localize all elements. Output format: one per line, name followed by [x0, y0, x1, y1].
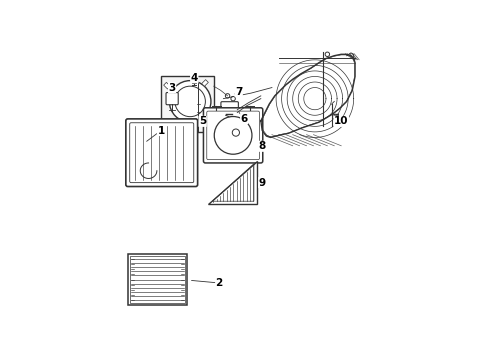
- Circle shape: [325, 52, 330, 57]
- Bar: [204, 118, 211, 124]
- Text: 1: 1: [157, 126, 165, 135]
- Text: 5: 5: [199, 116, 206, 126]
- Circle shape: [193, 79, 196, 83]
- Bar: [202, 80, 208, 86]
- Text: 4: 4: [191, 73, 198, 83]
- Circle shape: [231, 96, 235, 101]
- Circle shape: [170, 81, 211, 122]
- Bar: [167, 120, 173, 127]
- Text: 9: 9: [259, 177, 266, 188]
- Text: 6: 6: [241, 114, 248, 123]
- FancyBboxPatch shape: [221, 102, 238, 115]
- Circle shape: [225, 94, 230, 98]
- Text: 7: 7: [235, 87, 243, 97]
- FancyBboxPatch shape: [166, 93, 178, 105]
- Text: 10: 10: [334, 116, 348, 126]
- Bar: [161, 76, 214, 132]
- FancyBboxPatch shape: [203, 108, 263, 163]
- Bar: [164, 82, 171, 89]
- Circle shape: [175, 86, 205, 117]
- Circle shape: [214, 117, 252, 154]
- FancyBboxPatch shape: [126, 119, 197, 186]
- Polygon shape: [208, 161, 257, 204]
- Text: 8: 8: [259, 141, 266, 151]
- Circle shape: [334, 114, 337, 117]
- Text: 3: 3: [169, 82, 176, 93]
- Bar: [130, 256, 185, 303]
- Bar: [128, 254, 187, 305]
- Circle shape: [232, 129, 240, 136]
- Text: 2: 2: [216, 278, 223, 288]
